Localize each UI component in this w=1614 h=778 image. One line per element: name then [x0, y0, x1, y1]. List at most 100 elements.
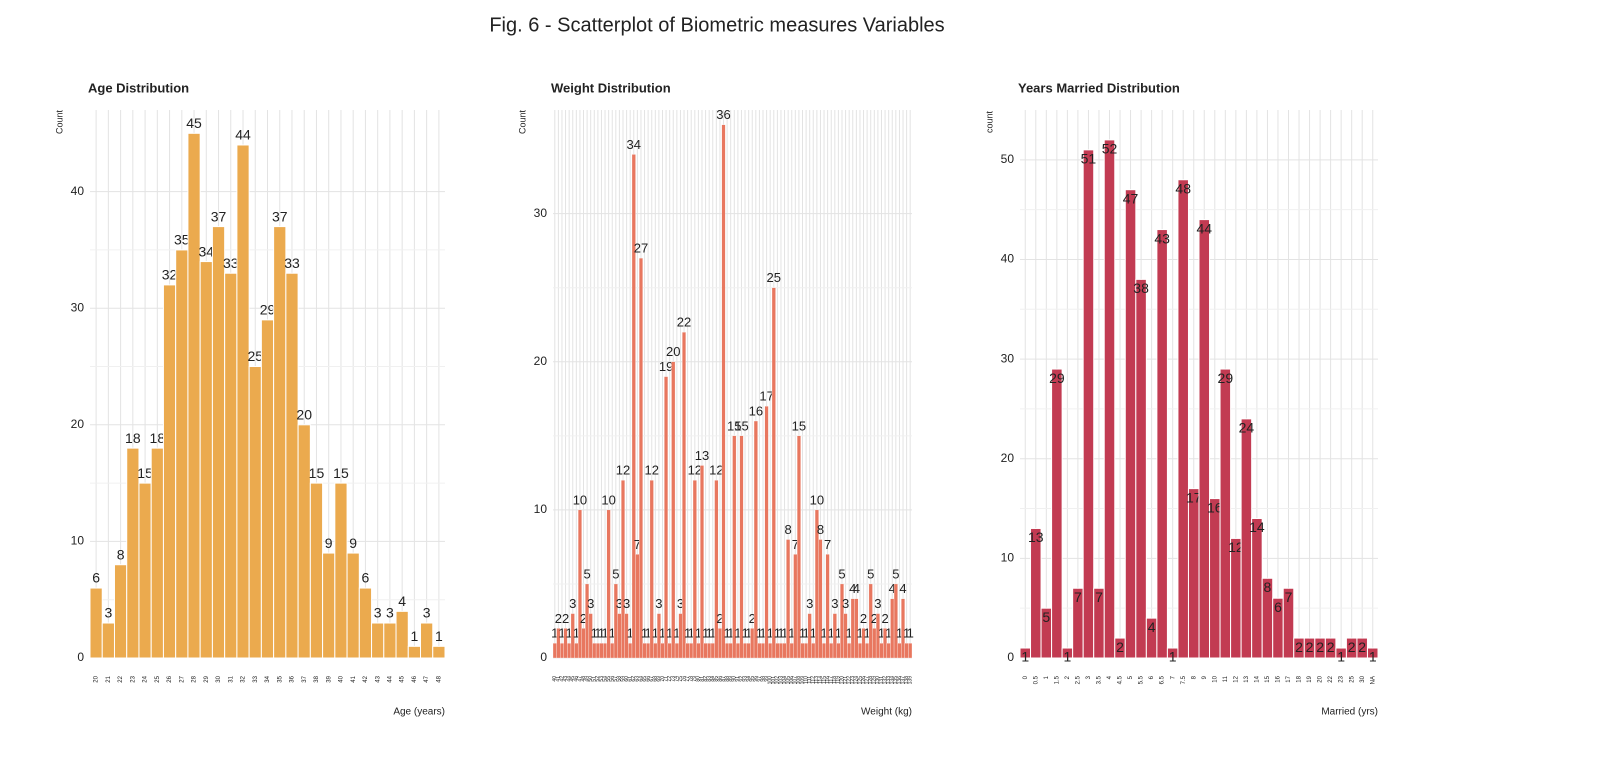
data-label: 5 [612, 566, 619, 581]
data-label: 4 [849, 581, 856, 596]
data-label: 4 [889, 581, 896, 596]
data-label: 1 [741, 626, 748, 641]
bar [836, 643, 841, 659]
data-label: 1 [591, 626, 598, 641]
data-label: 16 [749, 403, 763, 418]
x-tick-label: 138 [904, 676, 910, 685]
x-tick-label: 72 [667, 676, 673, 682]
bar [297, 424, 311, 659]
bar [285, 272, 299, 659]
y-tick-label: 20 [71, 417, 85, 431]
data-label: 1 [802, 626, 809, 641]
data-label: 1 [1021, 649, 1029, 665]
x-tick-label: 46 [574, 676, 580, 682]
x-tick-label: 127 [864, 676, 870, 685]
bar [807, 613, 812, 659]
x-tick-label: 58 [617, 676, 623, 682]
bar [850, 598, 855, 659]
x-tick-label: 134 [890, 676, 896, 685]
data-label: 1 [551, 626, 558, 641]
x-tick-label: 100 [768, 676, 774, 685]
data-label: 2 [1306, 639, 1314, 655]
x-tick-label: 1 [1044, 675, 1050, 679]
data-label: 7 [1074, 589, 1082, 605]
x-tick-label: 43 [563, 676, 569, 682]
data-label: 9 [325, 535, 333, 551]
data-label: 8 [117, 546, 125, 562]
data-label: 29 [260, 302, 276, 318]
x-tick-label: 88 [724, 676, 730, 682]
x-tick-label: 102 [775, 676, 781, 685]
panel-title: Years Married Distribution [1018, 80, 1180, 95]
bar [818, 539, 823, 659]
x-tick-label: 101 [771, 676, 777, 685]
data-label: 7 [1285, 589, 1293, 605]
data-label: 37 [272, 208, 288, 224]
data-label: 29 [1218, 370, 1234, 386]
bar [1124, 189, 1137, 659]
data-label: 1 [1063, 649, 1071, 665]
bar [649, 480, 654, 659]
data-label: 3 [623, 596, 630, 611]
bar [187, 132, 201, 659]
bar [358, 587, 373, 659]
x-tick-label: 18 [1297, 675, 1303, 682]
data-label: 5 [583, 566, 590, 581]
data-label: 2 [1348, 639, 1356, 655]
bar [728, 643, 733, 659]
bar [746, 643, 751, 659]
x-tick-label: 74 [674, 676, 680, 682]
bar [829, 643, 834, 659]
data-label: 2 [871, 611, 878, 626]
x-tick-label: 51 [592, 676, 598, 682]
x-tick-label: 93 [742, 676, 748, 682]
bar [674, 643, 679, 659]
data-label: 13 [695, 448, 709, 463]
x-tick-label: 66 [645, 676, 651, 682]
x-tick-label: 139 [908, 676, 914, 685]
x-tick-label: 45 [400, 675, 406, 682]
panel-title: Weight Distribution [551, 80, 671, 95]
bar [420, 622, 434, 659]
x-tick-label: 45 [570, 676, 576, 682]
bar [162, 284, 177, 659]
data-label: 33 [284, 255, 300, 271]
x-tick-label: 105 [785, 676, 791, 685]
x-tick-label: 87 [721, 676, 727, 682]
bar [893, 583, 898, 659]
data-label: 45 [186, 115, 202, 131]
x-tick-label: 69 [656, 676, 662, 682]
data-label: 2 [1295, 639, 1303, 655]
data-label: 1 [907, 626, 914, 641]
bar [721, 124, 726, 659]
bar [1103, 139, 1116, 659]
x-tick-label: 135 [893, 676, 899, 685]
x-tick-label: 47 [424, 675, 430, 682]
x-tick-label: 6.5 [1160, 675, 1166, 684]
data-label: 10 [573, 492, 587, 507]
bar [692, 480, 697, 659]
bar [248, 366, 262, 659]
x-tick-label: 133 [886, 676, 892, 685]
bar [621, 480, 625, 659]
x-tick-label: 120 [839, 676, 845, 685]
data-label: 2 [555, 611, 562, 626]
x-tick-label: 81 [699, 676, 705, 682]
data-label: 17 [759, 389, 773, 404]
bar [707, 643, 712, 659]
x-tick-label: 34 [265, 675, 271, 682]
data-label: 34 [627, 137, 641, 152]
y-tick-label: 0 [540, 650, 547, 664]
x-tick-label: 40 [339, 675, 345, 682]
data-label: 15 [137, 465, 153, 481]
data-label: 15 [792, 418, 806, 433]
x-tick-label: 70 [660, 676, 666, 682]
bar [872, 628, 877, 659]
x-tick-label: 63 [635, 676, 641, 682]
x-tick-label: 25 [155, 675, 161, 682]
data-label: 15 [309, 465, 325, 481]
y-tick-label: 10 [1001, 551, 1015, 565]
y-axis-label: Count [517, 110, 527, 135]
bar [735, 643, 740, 659]
x-tick-label: 125 [857, 676, 863, 685]
